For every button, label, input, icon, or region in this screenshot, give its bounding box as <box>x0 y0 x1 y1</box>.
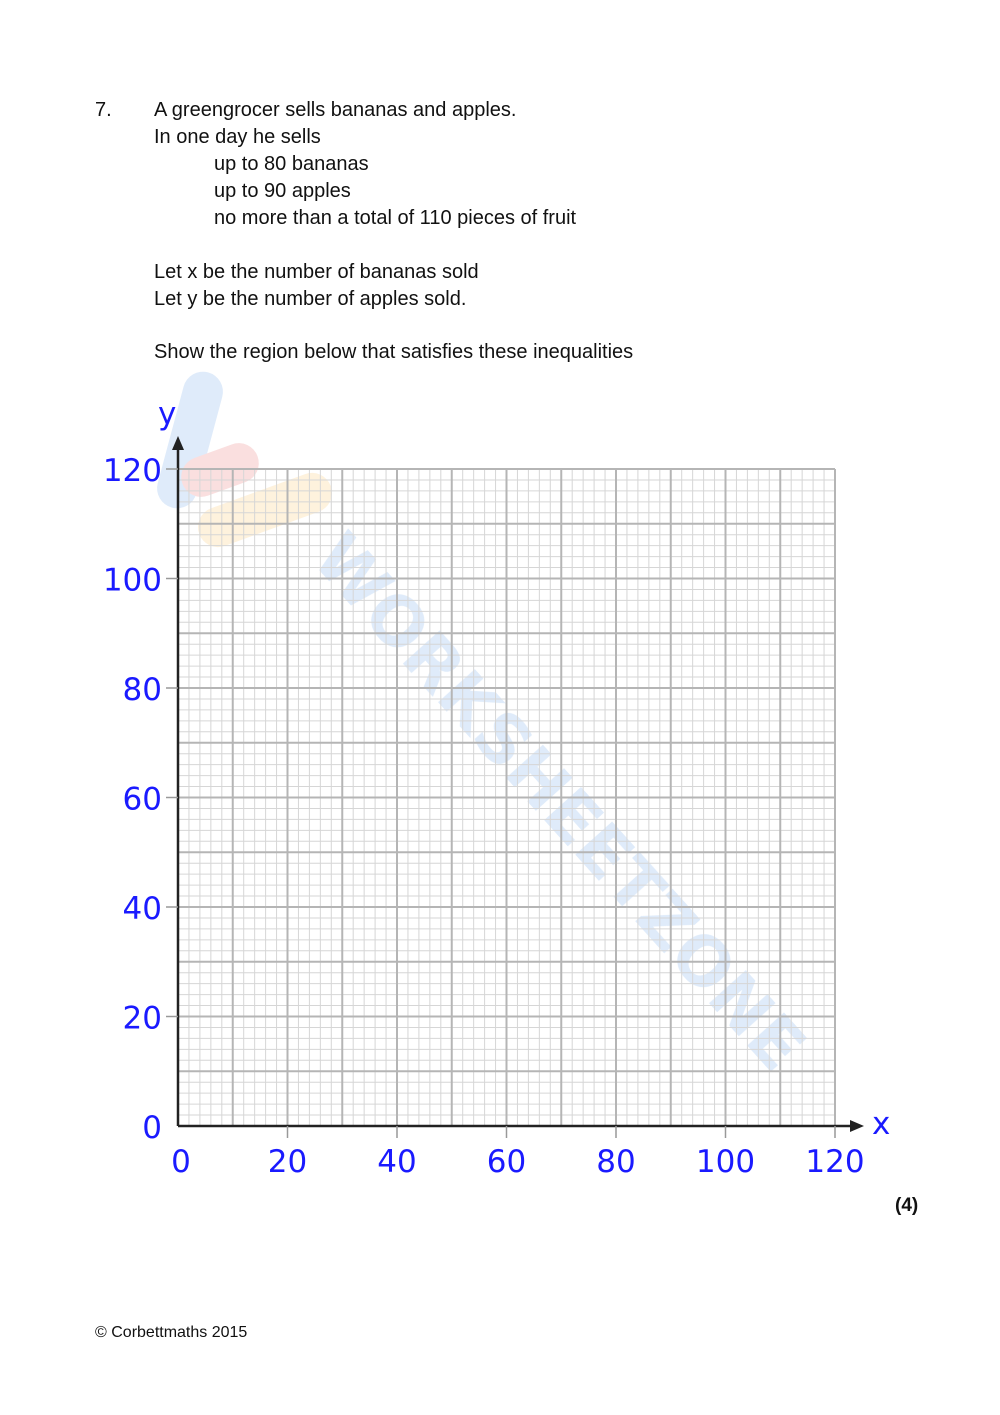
question-number: 7. <box>95 99 112 121</box>
question-line: A greengrocer sells bananas and apples. <box>154 99 517 121</box>
x-tick-label: 40 <box>377 1144 416 1180</box>
y-tick-label: 20 <box>123 1001 162 1037</box>
question-line: In one day he sells <box>154 126 321 148</box>
x-axis-label: x <box>872 1106 890 1142</box>
y-tick-label: 60 <box>123 782 162 818</box>
marks-label: (4) <box>895 1195 919 1216</box>
copyright: © Corbettmaths 2015 <box>95 1324 248 1341</box>
y-tick-label: 80 <box>123 672 162 708</box>
x-tick-label: 80 <box>596 1144 635 1180</box>
question-line: Show the region below that satisfies the… <box>154 341 634 363</box>
y-tick-label: 100 <box>103 563 162 599</box>
y-axis-arrow-icon <box>172 436 184 450</box>
y-axis-label: y <box>158 396 176 432</box>
x-tick-label: 120 <box>805 1144 864 1180</box>
x-tick-label: 20 <box>268 1144 307 1180</box>
question-line: up to 80 bananas <box>214 153 369 175</box>
y-tick-label: 40 <box>123 891 162 927</box>
x-tick-label: 60 <box>487 1144 526 1180</box>
question-line: Let y be the number of apples sold. <box>154 288 467 310</box>
x-tick-label: 0 <box>171 1144 191 1180</box>
y-tick-label: 120 <box>103 453 162 489</box>
question-line: Let x be the number of bananas sold <box>154 261 479 283</box>
watermark: WORKSHEETZONE <box>157 371 820 1087</box>
question-line: up to 90 apples <box>214 180 351 202</box>
watermark-text: WORKSHEETZONE <box>297 519 820 1087</box>
x-tick-label: 100 <box>696 1144 755 1180</box>
y-tick-label: 0 <box>142 1110 162 1146</box>
question-line: no more than a total of 110 pieces of fr… <box>214 207 577 229</box>
x-axis-arrow-icon <box>850 1120 864 1132</box>
